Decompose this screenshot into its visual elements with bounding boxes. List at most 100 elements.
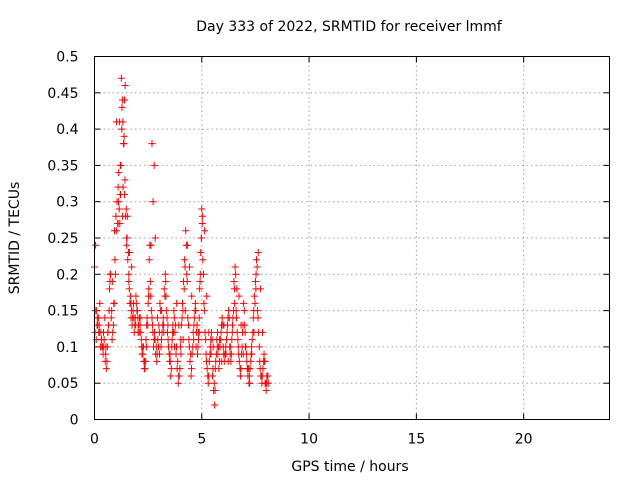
data-point bbox=[145, 256, 153, 264]
data-point bbox=[183, 270, 191, 278]
data-point bbox=[140, 365, 148, 373]
data-point bbox=[147, 292, 155, 300]
data-point bbox=[123, 212, 131, 220]
data-point bbox=[261, 357, 269, 365]
data-point bbox=[132, 292, 140, 300]
data-point bbox=[163, 314, 171, 322]
data-point bbox=[241, 343, 249, 351]
data-point bbox=[201, 227, 209, 235]
y-axis-ticks: 0 0.05 0.1 0.15 0.2 0.25 0.3 0.35 0.4 0.45 0.5 bbox=[47, 50, 610, 429]
x-axis-label: GPS time / hours bbox=[291, 459, 408, 475]
data-point bbox=[105, 307, 113, 315]
data-point bbox=[190, 336, 198, 344]
x-tick-label: 15 bbox=[407, 432, 425, 448]
data-point bbox=[186, 263, 194, 271]
data-point bbox=[98, 336, 106, 344]
data-point bbox=[250, 307, 258, 315]
data-point bbox=[197, 249, 205, 257]
data-point bbox=[209, 343, 217, 351]
data-point bbox=[130, 314, 138, 322]
data-point bbox=[222, 350, 230, 358]
data-point bbox=[216, 336, 224, 344]
data-point bbox=[237, 365, 245, 373]
data-point bbox=[253, 256, 261, 264]
data-point bbox=[153, 357, 161, 365]
y-tick-label: 0 bbox=[70, 413, 79, 429]
data-point bbox=[218, 357, 226, 365]
data-point bbox=[162, 278, 170, 286]
data-point bbox=[175, 372, 183, 380]
data-point bbox=[239, 350, 247, 358]
data-point bbox=[197, 234, 205, 242]
data-point bbox=[248, 343, 256, 351]
data-point bbox=[248, 336, 256, 344]
data-point bbox=[95, 328, 103, 336]
data-point bbox=[198, 212, 206, 220]
data-point bbox=[187, 372, 195, 380]
data-point bbox=[123, 241, 131, 249]
data-point bbox=[228, 328, 236, 336]
data-points bbox=[91, 74, 272, 409]
data-point bbox=[123, 234, 131, 242]
data-point bbox=[196, 285, 204, 293]
data-point bbox=[164, 336, 172, 344]
data-point bbox=[241, 328, 249, 336]
data-point bbox=[164, 321, 172, 329]
y-tick-label: 0.35 bbox=[47, 158, 78, 174]
data-point bbox=[119, 183, 127, 191]
data-point bbox=[117, 161, 125, 169]
data-point bbox=[226, 343, 234, 351]
data-point bbox=[192, 343, 200, 351]
data-point bbox=[198, 205, 206, 213]
data-point bbox=[147, 241, 155, 249]
data-point bbox=[200, 307, 208, 315]
data-point bbox=[187, 350, 195, 358]
data-point bbox=[196, 278, 204, 286]
chart-title: Day 333 of 2022, SRMTID for receiver lmm… bbox=[196, 19, 503, 35]
data-point bbox=[148, 140, 156, 148]
data-point bbox=[161, 270, 169, 278]
data-point bbox=[260, 350, 268, 358]
data-point bbox=[136, 314, 144, 322]
data-point bbox=[150, 161, 158, 169]
data-point bbox=[252, 270, 260, 278]
data-point bbox=[124, 256, 132, 264]
data-point bbox=[186, 357, 194, 365]
y-tick-label: 0.3 bbox=[56, 195, 78, 211]
data-point bbox=[156, 299, 164, 307]
y-tick-label: 0.05 bbox=[47, 376, 78, 392]
data-point bbox=[106, 285, 114, 293]
data-point bbox=[166, 350, 174, 358]
data-point bbox=[157, 336, 165, 344]
data-point bbox=[225, 314, 233, 322]
data-point bbox=[175, 321, 183, 329]
data-point bbox=[91, 307, 99, 315]
data-point bbox=[128, 263, 136, 271]
data-point bbox=[253, 263, 261, 271]
data-point bbox=[102, 365, 110, 373]
data-point bbox=[198, 219, 206, 227]
data-point bbox=[256, 365, 264, 373]
data-point bbox=[120, 132, 128, 140]
data-point bbox=[108, 278, 116, 286]
data-point bbox=[250, 328, 258, 336]
data-point bbox=[194, 328, 202, 336]
data-point bbox=[112, 212, 120, 220]
data-point bbox=[247, 357, 255, 365]
data-point bbox=[125, 270, 133, 278]
y-tick-label: 0.25 bbox=[47, 231, 78, 247]
data-point bbox=[213, 328, 221, 336]
data-point bbox=[118, 125, 126, 133]
data-point bbox=[167, 372, 175, 380]
data-point bbox=[183, 241, 191, 249]
data-point bbox=[262, 386, 270, 394]
data-point bbox=[203, 292, 211, 300]
data-point bbox=[233, 314, 241, 322]
data-point bbox=[245, 372, 253, 380]
data-point bbox=[104, 328, 112, 336]
data-point bbox=[259, 328, 267, 336]
data-point bbox=[103, 357, 111, 365]
data-point bbox=[195, 314, 203, 322]
data-point bbox=[156, 350, 164, 358]
data-point bbox=[254, 314, 262, 322]
